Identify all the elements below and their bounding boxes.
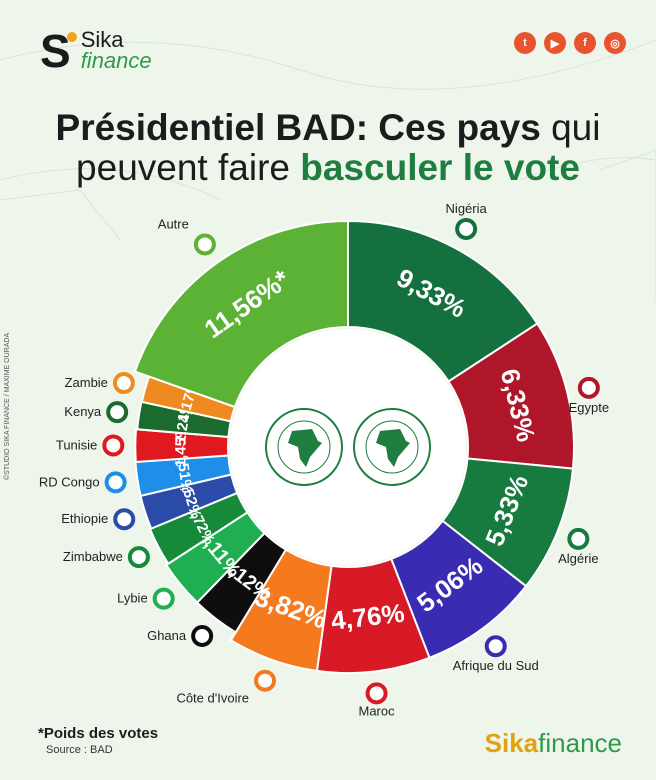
flag-icon bbox=[455, 217, 478, 240]
logo-bottom-text: finance bbox=[80, 48, 152, 73]
country-label: Ethiopie bbox=[61, 511, 108, 526]
credit-text: ©STUDIO SIKA FINANCE / MAXIME OURADA bbox=[4, 332, 11, 480]
flag-icon bbox=[577, 376, 600, 399]
slice-c-te-d-ivoire bbox=[229, 548, 333, 672]
sika-finance-logo: S Sika finance bbox=[40, 25, 152, 77]
social-icons: t ▶ f ◎ bbox=[514, 32, 626, 54]
country-label: Algérie bbox=[558, 551, 598, 566]
facebook-icon[interactable]: f bbox=[574, 32, 596, 54]
flag-icon bbox=[567, 527, 590, 550]
country-label: Maroc bbox=[359, 703, 396, 718]
flag-icon bbox=[127, 546, 150, 569]
country-label: Zimbabwe bbox=[63, 549, 123, 564]
title-line1-rest: qui bbox=[540, 107, 601, 148]
flag-icon bbox=[193, 233, 216, 256]
footnote: *Poids des votes bbox=[38, 725, 159, 742]
country-label: Afrique du Sud bbox=[453, 658, 539, 673]
flag-icon bbox=[484, 635, 507, 658]
country-label: Lybie bbox=[117, 591, 148, 606]
source-text: Source : BAD bbox=[46, 744, 113, 756]
afdb-emblem-icon bbox=[265, 408, 343, 486]
flag-icon bbox=[254, 669, 277, 692]
flag-icon bbox=[152, 587, 175, 610]
bottom-logo-finance: finance bbox=[538, 728, 622, 758]
page-title: Présidentiel BAD: Ces pays qui peuvent f… bbox=[0, 108, 656, 188]
donut-center bbox=[230, 329, 466, 565]
logo-top-text: Sika bbox=[80, 27, 124, 53]
flag-icon bbox=[106, 401, 129, 424]
title-line2-rest: peuvent faire bbox=[76, 147, 301, 188]
title-line2-bold: basculer le vote bbox=[300, 147, 580, 188]
bottom-logo: Sikafinance bbox=[485, 728, 622, 759]
instagram-icon[interactable]: ◎ bbox=[604, 32, 626, 54]
value-label: 1,45% bbox=[172, 425, 189, 468]
country-label: Kenya bbox=[64, 404, 102, 419]
country-label: Nigéria bbox=[446, 201, 488, 216]
bottom-logo-sika: Sika bbox=[484, 728, 539, 758]
twitter-icon[interactable]: t bbox=[514, 32, 536, 54]
country-label: RD Congo bbox=[39, 474, 100, 489]
flag-icon bbox=[102, 434, 125, 457]
flag-icon bbox=[104, 471, 127, 494]
youtube-icon[interactable]: ▶ bbox=[544, 32, 566, 54]
slice-autre bbox=[133, 219, 349, 409]
country-label: Tunisie bbox=[56, 437, 97, 452]
country-label: Côte d'Ivoire bbox=[176, 691, 249, 706]
value-label: 1,51% bbox=[172, 450, 195, 495]
flag-icon bbox=[365, 682, 388, 705]
flag-icon bbox=[191, 624, 214, 647]
country-label: Ghana bbox=[147, 628, 187, 643]
title-line1-bold: Présidentiel BAD: Ces pays bbox=[55, 107, 541, 148]
adf-emblem-icon bbox=[353, 408, 431, 486]
country-label: Zambie bbox=[65, 375, 108, 390]
flag-icon bbox=[112, 372, 135, 395]
country-label: Autre bbox=[158, 216, 189, 231]
flag-icon bbox=[113, 508, 136, 531]
country-label: Egypte bbox=[569, 400, 609, 415]
